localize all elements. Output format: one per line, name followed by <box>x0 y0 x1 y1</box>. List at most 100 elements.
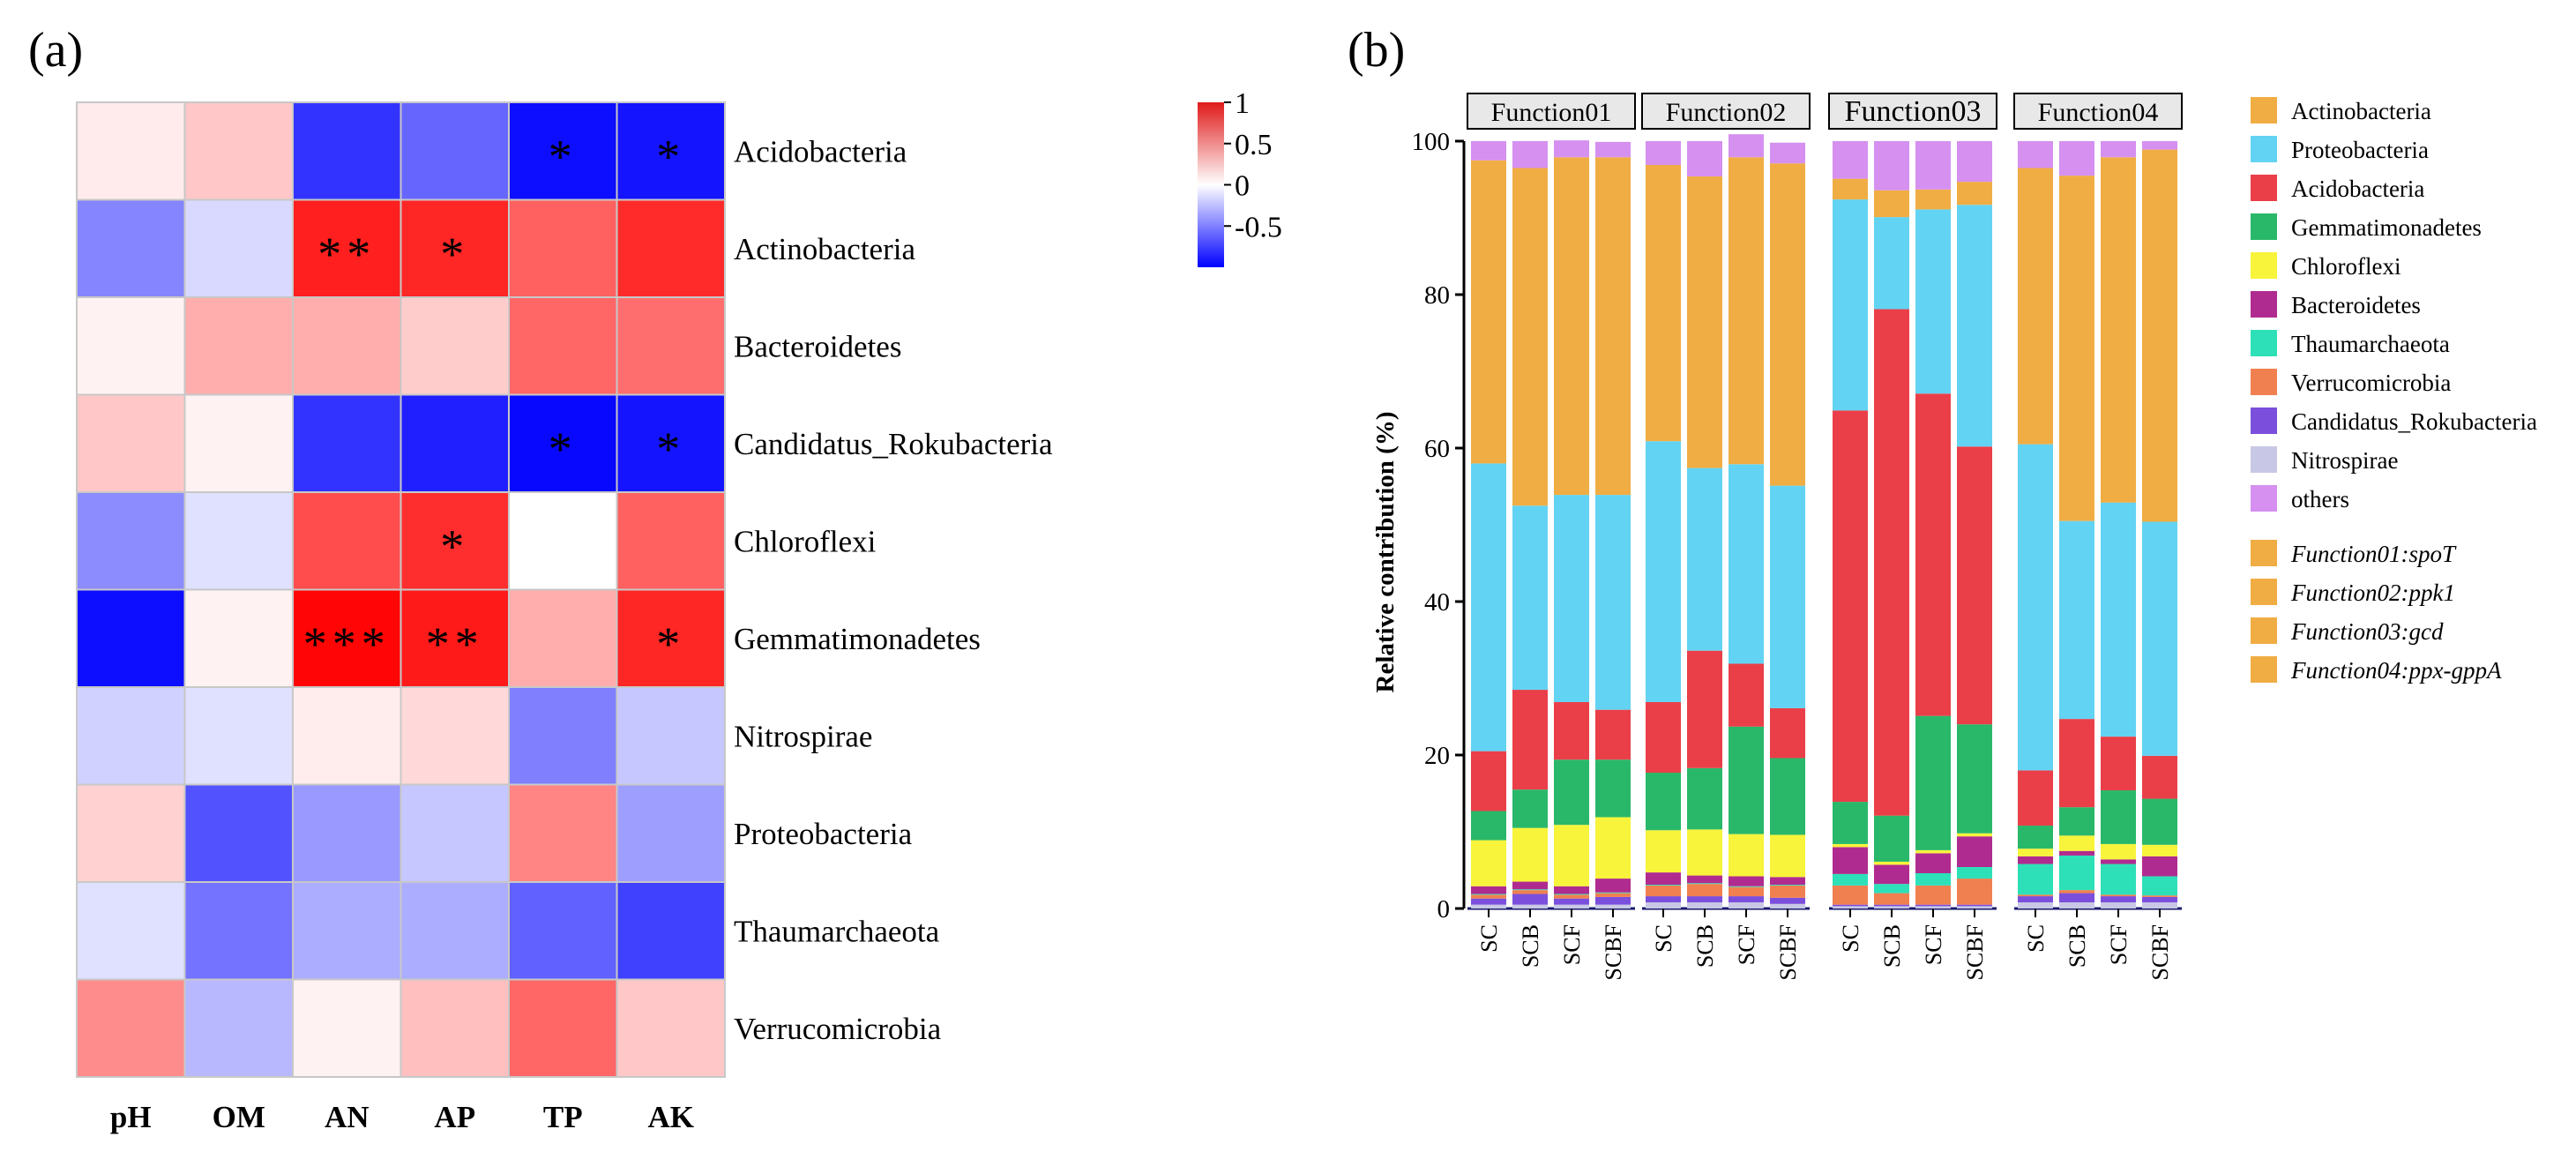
bar-segment <box>1687 650 1722 768</box>
bar-segment <box>1554 140 1589 158</box>
bar-segment <box>2059 520 2094 720</box>
heatmap-column-label: AN <box>325 1100 370 1134</box>
bar-segment <box>1512 827 1548 882</box>
bar-segment <box>2101 790 2136 844</box>
legend-swatch <box>2251 656 2277 683</box>
bar-segment <box>1554 157 1589 496</box>
heatmap-cell <box>183 978 294 1078</box>
bar-segment <box>1770 877 1805 886</box>
bar-segment <box>1512 505 1548 691</box>
legend: Actinobacteria Proteobacteria Acidobacteri… <box>2251 97 2537 684</box>
x-tick-label: SCF <box>1921 924 1946 965</box>
heatmap-row-label: Chloroflexi <box>734 524 877 558</box>
heatmap-cell <box>508 686 618 786</box>
bar-segment <box>1595 141 1631 158</box>
bar-segment <box>1512 690 1548 790</box>
bar-segment <box>2018 168 2053 445</box>
significance-mark: * <box>549 422 578 475</box>
y-tick-label: 100 <box>1412 128 1451 156</box>
heatmap-row-label: Thaumarchaeota <box>734 914 940 948</box>
bar-segment <box>1770 707 1805 759</box>
heatmap-cell <box>508 491 618 591</box>
y-tick-label: 0 <box>1437 895 1451 923</box>
heatmap-cell <box>76 978 186 1078</box>
bar-segment <box>1770 758 1805 835</box>
bar-segment <box>1729 464 1764 664</box>
bar-segment <box>1915 141 1951 190</box>
bar-segment <box>1471 141 1506 161</box>
legend-gene-label: Function01:spoT <box>2290 541 2457 567</box>
heatmap-cell <box>508 588 618 688</box>
panel-label-b: (b) <box>1348 23 1405 78</box>
facet: Function04 SC SCB SCF SCBF <box>2013 93 2183 981</box>
bar-segment <box>1595 817 1631 879</box>
heatmap-cell <box>292 783 402 883</box>
bar-segment <box>1687 896 1722 903</box>
heatmap-cell <box>183 588 294 688</box>
heatmap-row-label: Candidatus_Rokubacteria <box>734 427 1053 461</box>
heatmap-cell <box>616 978 726 1078</box>
facet-strip <box>2013 93 2183 130</box>
heatmap-column-label: AK <box>648 1100 695 1134</box>
x-tick-label: SCF <box>2106 924 2132 965</box>
bar-segment <box>1957 867 1992 879</box>
bar-segment <box>2142 141 2177 150</box>
bar-segment <box>1729 726 1764 834</box>
stacked-bar-panel: (b) Relative contribution (%) 0 20 40 60 80 1… <box>1348 23 2537 981</box>
bar-segment <box>1833 802 1868 844</box>
legend-swatch <box>2251 485 2277 512</box>
legend-swatch <box>2251 330 2277 356</box>
bar-segment <box>1595 893 1631 897</box>
bar-segment <box>1729 663 1764 727</box>
heatmap-column-label: AP <box>434 1100 475 1134</box>
bar-segment <box>1874 217 1909 310</box>
bar-segment <box>1687 884 1722 897</box>
bar-segment <box>2101 859 2136 864</box>
bar-segment <box>1646 701 1681 774</box>
bar-segment <box>1471 811 1506 841</box>
bar-segment <box>2142 902 2177 909</box>
facet: Function03 SC SCB SCF SCBF <box>1828 93 1997 981</box>
heatmap-cell <box>76 686 186 786</box>
bar-segment <box>1471 886 1506 894</box>
y-tick-label: 40 <box>1424 588 1450 617</box>
bar-segment <box>1554 894 1589 899</box>
heatmap-cell <box>292 101 402 201</box>
bar-segment <box>2142 149 2177 522</box>
x-tick-label: SCF <box>1734 924 1759 965</box>
legend-swatch <box>2251 446 2277 473</box>
facet-label: Function04 <box>2038 98 2159 127</box>
legend-gene-label: Function03:gcd <box>2290 618 2444 645</box>
panel-label-a: (a) <box>28 23 83 78</box>
bar-segment <box>1646 141 1681 165</box>
bar-segment <box>1554 759 1589 826</box>
legend-swatch <box>2251 369 2277 395</box>
heatmap-cell <box>76 101 186 201</box>
heatmap-cell <box>183 686 294 786</box>
heatmap-cell <box>616 686 726 786</box>
bar-segment <box>2059 176 2094 521</box>
bar-segment <box>1512 141 1548 168</box>
legend-label: Nitrospirae <box>2291 447 2398 474</box>
bar-segment <box>1915 853 1951 873</box>
bar-segment <box>2101 737 2136 791</box>
bar-segment <box>1595 904 1631 909</box>
bar-segment <box>1512 881 1548 890</box>
bar-segment <box>2059 835 2094 851</box>
heatmap-cell <box>292 393 402 493</box>
heatmap-cell <box>292 491 402 591</box>
bar-segment <box>1554 701 1589 760</box>
bar-segment <box>1915 904 1951 907</box>
bar-segment <box>1770 903 1805 909</box>
bar-segment <box>2101 157 2136 503</box>
bar-segment <box>1874 904 1909 907</box>
facet: Function01 SC SCB SCF SCBF <box>1467 93 1636 981</box>
bar-segment <box>1687 829 1722 876</box>
heatmap-cell <box>399 881 510 981</box>
heatmap-cell <box>616 101 726 201</box>
bar-segment <box>2142 844 2177 856</box>
bar-segment <box>1687 902 1722 909</box>
heatmap-cell <box>183 881 294 981</box>
heatmap-cell <box>183 783 294 883</box>
bar-segment <box>2018 864 2053 895</box>
